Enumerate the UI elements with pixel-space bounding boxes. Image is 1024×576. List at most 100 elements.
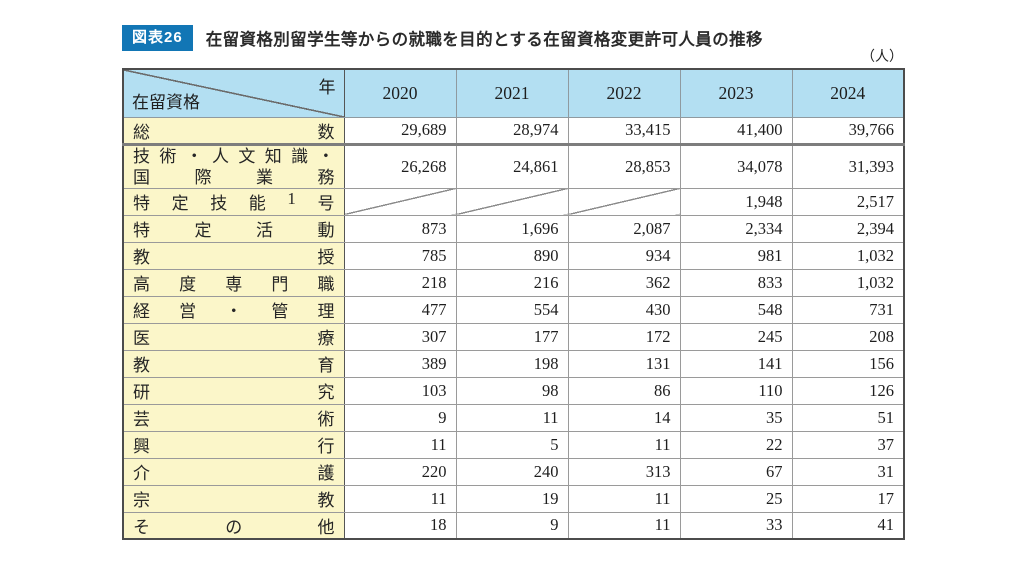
- table-cell: 1,032: [791, 268, 905, 297]
- row-label: 経営・管理: [122, 295, 345, 324]
- table-cell: 833: [679, 268, 793, 297]
- table-row: 技術・人文知識・ 国際業務 26,268 24,861 28,853 34,07…: [122, 143, 905, 189]
- table-row: 研究 103 98 86 110 126: [122, 376, 905, 405]
- header-row: 年 在留資格 2020 2021 2022 2023 2024: [122, 68, 905, 118]
- table-cell: 24,861: [455, 143, 569, 189]
- corner-header-cell: 年 在留資格: [122, 68, 345, 118]
- table-cell: 172: [567, 322, 681, 351]
- table-row: その他 18 9 11 33 41: [122, 511, 905, 540]
- table-cell: 22: [679, 430, 793, 459]
- row-label-text: 宗教: [133, 491, 335, 510]
- table-cell: 430: [567, 295, 681, 324]
- row-label-text: 医療: [133, 329, 335, 348]
- row-label-text: 技術・人文知識・ 国際業務: [133, 147, 335, 187]
- table-row: 医療 307 177 172 245 208: [122, 322, 905, 351]
- table-cell: 11: [343, 430, 457, 459]
- table-cell: 2,517: [791, 187, 905, 216]
- table-cell: 19: [455, 484, 569, 513]
- corner-year-label: 年: [318, 78, 336, 97]
- table-cell: 31: [791, 457, 905, 486]
- row-label: 教育: [122, 349, 345, 378]
- table-cell: 98: [455, 376, 569, 405]
- table-cell: 2,394: [791, 214, 905, 243]
- table-row: 高度専門職 218 216 362 833 1,032: [122, 268, 905, 297]
- table-cell: 28,853: [567, 143, 681, 189]
- table-cell: 14: [567, 403, 681, 432]
- table-cell: 29,689: [343, 116, 457, 146]
- row-label-text: 興行: [133, 437, 335, 456]
- no-data-cell: [567, 187, 681, 216]
- table-cell: 11: [567, 511, 681, 540]
- row-label-text: 教育: [133, 356, 335, 375]
- table-cell: 477: [343, 295, 457, 324]
- table-cell: 110: [679, 376, 793, 405]
- row-label-text: 高度専門職: [133, 275, 335, 294]
- row-label: 技術・人文知識・ 国際業務: [122, 143, 345, 189]
- row-label-line: 技術・人文知識・: [133, 146, 335, 166]
- row-label-text: 研究: [133, 383, 335, 402]
- table-cell: 25: [679, 484, 793, 513]
- table-cell: 126: [791, 376, 905, 405]
- table-cell: 731: [791, 295, 905, 324]
- figure-number-badge: 図表26: [122, 25, 193, 51]
- table-cell: 41: [791, 511, 905, 540]
- no-data-cell: [455, 187, 569, 216]
- table-cell: 51: [791, 403, 905, 432]
- table-cell: 141: [679, 349, 793, 378]
- table-cell: 67: [679, 457, 793, 486]
- row-label: 芸術: [122, 403, 345, 432]
- table-cell: 11: [567, 484, 681, 513]
- table-cell: 554: [455, 295, 569, 324]
- row-label: 特定活動: [122, 214, 345, 243]
- table-cell: 86: [567, 376, 681, 405]
- table-cell: 41,400: [679, 116, 793, 146]
- table-cell: 39,766: [791, 116, 905, 146]
- table-cell: 9: [455, 511, 569, 540]
- row-label: 教授: [122, 241, 345, 270]
- table-cell: 240: [455, 457, 569, 486]
- table-cell: 362: [567, 268, 681, 297]
- table-cell: 33,415: [567, 116, 681, 146]
- table-cell: 2,334: [679, 214, 793, 243]
- column-header-year: 2022: [567, 68, 681, 118]
- table-cell: 1,696: [455, 214, 569, 243]
- table-cell: 1,948: [679, 187, 793, 216]
- table-cell: 34,078: [679, 143, 793, 189]
- table-cell: 28,974: [455, 116, 569, 146]
- statistics-table: 年 在留資格 2020 2021 2022 2023 2024 総数 29,68…: [122, 68, 905, 540]
- table-cell: 198: [455, 349, 569, 378]
- row-label-text: 特定活動: [133, 221, 335, 240]
- row-label-text: 教授: [133, 248, 335, 267]
- row-label: 宗教: [122, 484, 345, 513]
- table-cell: 9: [343, 403, 457, 432]
- table-cell: 548: [679, 295, 793, 324]
- row-label: 高度専門職: [122, 268, 345, 297]
- table-cell: 11: [455, 403, 569, 432]
- table-cell: 17: [791, 484, 905, 513]
- table-row: 興行 11 5 11 22 37: [122, 430, 905, 459]
- table-cell: 18: [343, 511, 457, 540]
- table-row: 経営・管理 477 554 430 548 731: [122, 295, 905, 324]
- table-cell: 220: [343, 457, 457, 486]
- table-cell: 245: [679, 322, 793, 351]
- row-label-text: 芸術: [133, 410, 335, 429]
- table-cell: 890: [455, 241, 569, 270]
- table-cell: 11: [567, 430, 681, 459]
- table-row: 芸術 9 11 14 35 51: [122, 403, 905, 432]
- table-cell: 35: [679, 403, 793, 432]
- table-cell: 389: [343, 349, 457, 378]
- table-cell: 785: [343, 241, 457, 270]
- table-cell: 33: [679, 511, 793, 540]
- table-cell: 37: [791, 430, 905, 459]
- row-label: 興行: [122, 430, 345, 459]
- row-label-line: 国際業務: [133, 167, 335, 187]
- column-header-year: 2024: [791, 68, 905, 118]
- row-label: 介護: [122, 457, 345, 486]
- table-cell: 11: [343, 484, 457, 513]
- corner-status-label: 在留資格: [132, 92, 200, 112]
- table-cell: 307: [343, 322, 457, 351]
- figure-heading: 図表26 在留資格別留学生等からの就職を目的とする在留資格変更許可人員の推移: [122, 25, 763, 51]
